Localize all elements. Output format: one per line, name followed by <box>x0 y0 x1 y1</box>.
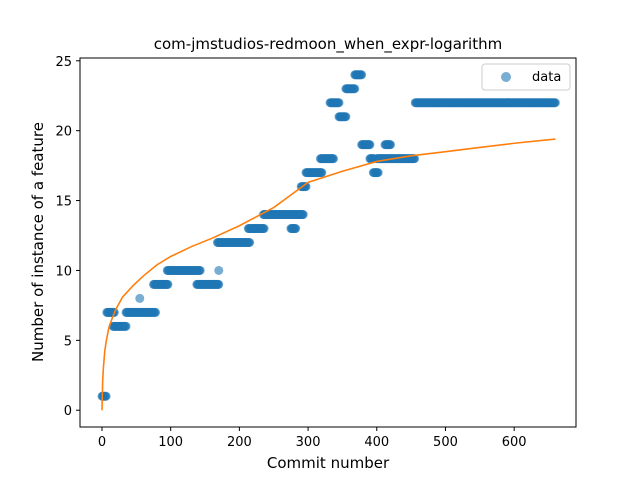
x-tick-label: 400 <box>364 435 389 450</box>
legend-marker-data <box>501 72 511 82</box>
y-tick-label: 20 <box>55 125 72 140</box>
data-point <box>135 293 145 303</box>
data-point <box>101 391 111 401</box>
data-point <box>121 321 131 331</box>
legend: data <box>481 63 571 91</box>
data-point <box>163 279 173 289</box>
x-tick-label: 100 <box>158 435 183 450</box>
data-point <box>386 140 396 150</box>
y-tick-label: 5 <box>64 334 72 349</box>
fit-line <box>101 138 556 411</box>
data-point <box>357 70 367 80</box>
axes-frame <box>79 57 577 428</box>
data-point <box>291 224 301 234</box>
y-tick-label: 10 <box>55 264 72 279</box>
data-point <box>350 84 360 94</box>
x-tick-label: 600 <box>502 435 527 450</box>
x-axis-label: Commit number <box>267 454 390 472</box>
legend-label-data: data <box>532 70 561 85</box>
data-point <box>214 265 224 275</box>
data-point <box>214 279 224 289</box>
legend-box <box>481 63 571 91</box>
data-point <box>550 98 560 108</box>
y-axis: 0 5 10 15 20 25 <box>55 55 80 419</box>
data-point <box>151 307 161 317</box>
data-point <box>365 140 375 150</box>
data-point <box>245 238 255 247</box>
data-point <box>373 168 383 178</box>
data-point <box>341 112 351 122</box>
data-point <box>298 210 308 220</box>
y-tick-label: 15 <box>55 195 72 210</box>
data-point <box>301 182 311 192</box>
x-tick-label: 200 <box>227 435 252 450</box>
x-axis: 0 100 200 300 400 500 600 <box>98 427 527 450</box>
data-point <box>195 265 205 275</box>
data-point <box>334 98 344 108</box>
x-tick-label: 300 <box>296 435 321 450</box>
plot-area <box>97 70 560 411</box>
data-point <box>317 168 327 178</box>
data-point <box>259 224 269 234</box>
x-tick-label: 500 <box>433 435 458 450</box>
y-tick-label: 0 <box>64 404 72 419</box>
chart-title: com-jmstudios-redmoon_when_expr-logarith… <box>154 35 502 54</box>
y-tick-label: 25 <box>55 55 72 70</box>
y-axis-label: Number of instance of a feature <box>29 122 47 362</box>
x-tick-label: 0 <box>98 435 106 450</box>
data-point <box>329 154 338 164</box>
